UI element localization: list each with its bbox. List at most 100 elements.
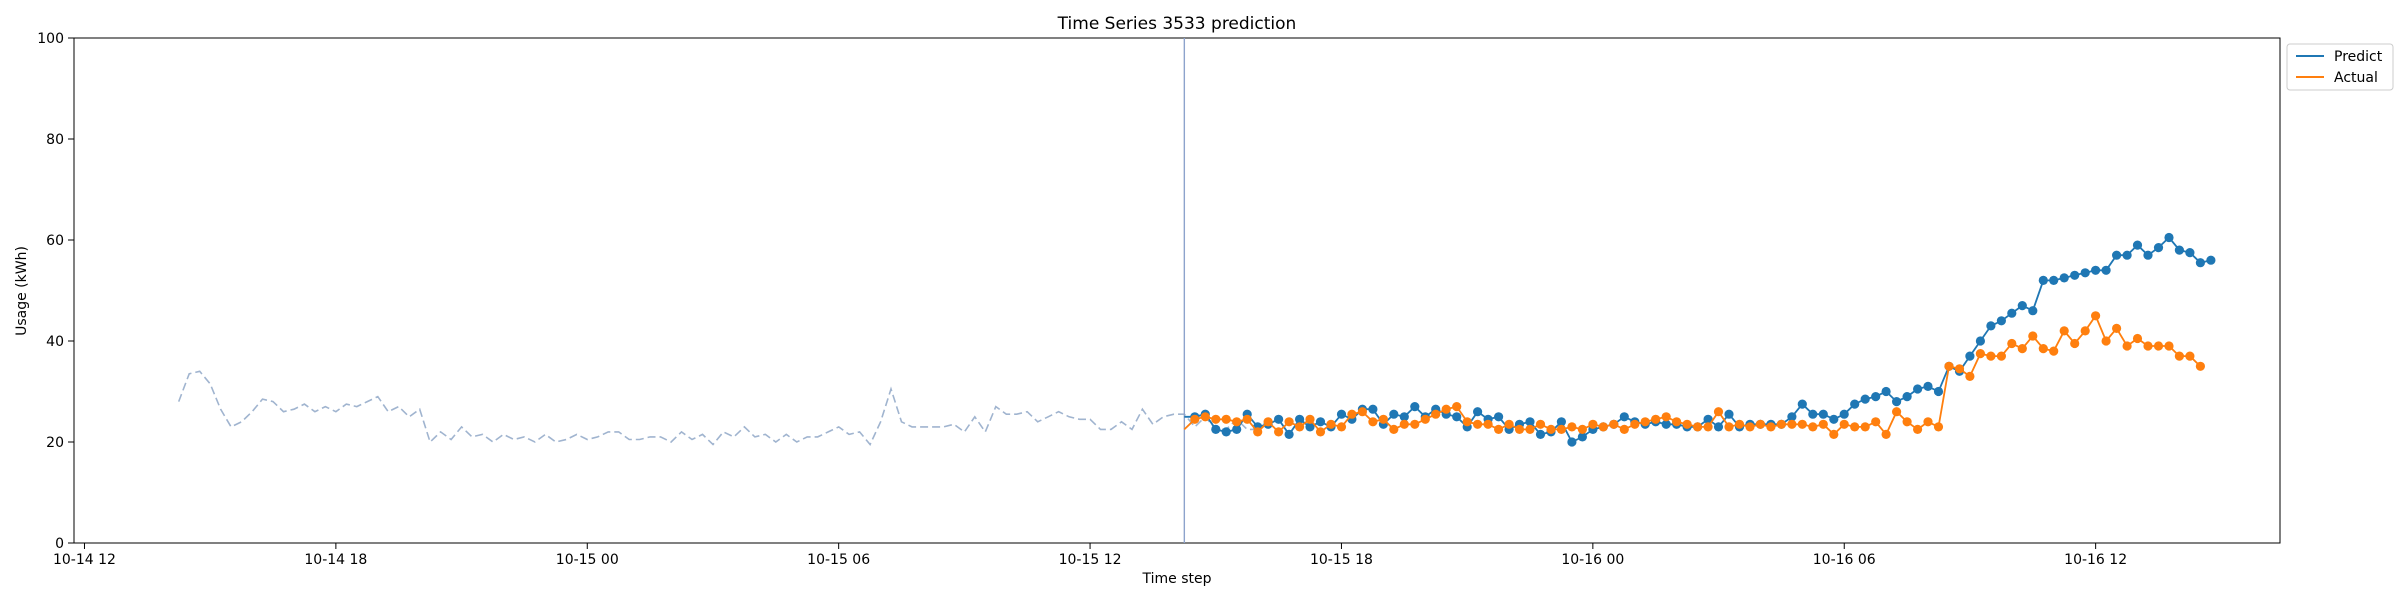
actual-point (1661, 412, 1671, 422)
predict-point (1211, 424, 1221, 434)
actual-point (1797, 419, 1807, 429)
actual-point (1734, 419, 1745, 429)
history-line (177, 370, 1258, 446)
actual-point (1609, 419, 1619, 429)
actual-point (1295, 422, 1305, 432)
actual-point (1651, 414, 1661, 424)
actual-point (1923, 417, 1933, 427)
y-tick-label: 80 (46, 132, 64, 148)
actual-point (1410, 419, 1420, 429)
actual-point (2185, 351, 2195, 361)
y-tick-label: 60 (46, 233, 64, 249)
x-axis-label: Time step (1142, 571, 1212, 587)
predict-point (2101, 265, 2111, 275)
predict-point (2059, 273, 2069, 283)
actual-point (2007, 338, 2017, 349)
series-actual (1183, 311, 2205, 439)
predict-point (2164, 232, 2174, 243)
x-tick-label: 10-15 18 (1310, 552, 1373, 568)
predict-point (2028, 306, 2038, 316)
actual-point (1808, 422, 1818, 432)
actual-point (1494, 424, 1504, 434)
y-tick-label: 20 (46, 435, 64, 451)
actual-point (1567, 422, 1577, 432)
actual-point (1776, 419, 1786, 429)
x-tick-label: 10-14 12 (53, 552, 116, 568)
predict-point (1923, 381, 1933, 391)
plot-area: 0 20 40 60 80 100 10-14 12 10-14 18 10-15 00 10-1… (37, 31, 2281, 568)
actual-point (1504, 419, 1514, 429)
predict-point (1274, 414, 1284, 424)
actual-point (1462, 417, 1472, 427)
actual-point (2070, 338, 2080, 349)
predict-point (1389, 409, 1399, 419)
x-tick-label: 10-15 00 (556, 552, 619, 568)
predict-point (2070, 270, 2080, 280)
actual-point (1881, 429, 1891, 439)
x-tick-label: 10-14 18 (304, 552, 367, 568)
actual-point (1724, 422, 1734, 432)
actual-point (1357, 407, 1367, 417)
actual-point (1473, 419, 1483, 429)
predict-point (1808, 409, 1818, 419)
predict-point (1850, 399, 1860, 409)
predict-point (1881, 386, 1891, 397)
predict-point (1577, 432, 1587, 442)
predict-point (2132, 240, 2143, 250)
actual-point (1913, 424, 1923, 434)
predict-point (1410, 402, 1420, 412)
predict-point (1933, 386, 1944, 397)
predict-point (1284, 429, 1294, 439)
actual-point (1933, 422, 1944, 432)
predict-point (1661, 419, 1671, 429)
y-tick-label: 100 (37, 31, 64, 47)
predict-point (2122, 250, 2132, 260)
predict-point (1996, 316, 2006, 326)
actual-point (2028, 331, 2038, 341)
legend: Predict Actual (2286, 43, 2394, 91)
predict-point (1892, 397, 1902, 407)
actual-point (2101, 336, 2111, 346)
actual-point (1399, 419, 1409, 429)
y-tick-label: 40 (46, 334, 64, 350)
legend-actual-label: Actual (2334, 70, 2378, 86)
actual-point (1483, 419, 1493, 429)
predict-point (1494, 412, 1504, 422)
actual-point (1535, 419, 1546, 429)
actual-point (1336, 422, 1347, 432)
predict-point (1839, 409, 1849, 419)
predict-point (1703, 414, 1713, 424)
predict-point (1305, 422, 1315, 432)
predict-point (1965, 351, 1975, 361)
actual-point (1577, 424, 1587, 434)
predict-point (1713, 422, 1724, 432)
actual-point (1892, 407, 1902, 417)
actual-point (1766, 422, 1776, 432)
actual-point (1315, 427, 1326, 437)
predict-point (1913, 384, 1923, 394)
actual-point (1452, 402, 1462, 412)
predict-point (2206, 255, 2216, 265)
predict-point (1619, 412, 1629, 422)
actual-point (1514, 424, 1525, 434)
actual-point (1441, 404, 1451, 414)
actual-point (1525, 424, 1535, 434)
predict-point (1525, 417, 1535, 427)
actual-point (1839, 419, 1849, 429)
predict-point (1724, 409, 1734, 419)
actual-point (1672, 417, 1682, 427)
actual-point (1368, 417, 1378, 427)
actual-point (1190, 414, 1200, 424)
predict-point (1295, 414, 1305, 424)
x-tick-label: 10-16 06 (1813, 552, 1876, 568)
actual-point (2017, 344, 2027, 354)
predict-point (1336, 409, 1347, 419)
actual-point (1944, 361, 1954, 371)
actual-point (1431, 409, 1441, 419)
actual-point (1284, 417, 1294, 427)
predict-point (1399, 412, 1409, 422)
x-tick-label: 10-15 06 (807, 552, 870, 568)
predict-point (2017, 301, 2027, 311)
